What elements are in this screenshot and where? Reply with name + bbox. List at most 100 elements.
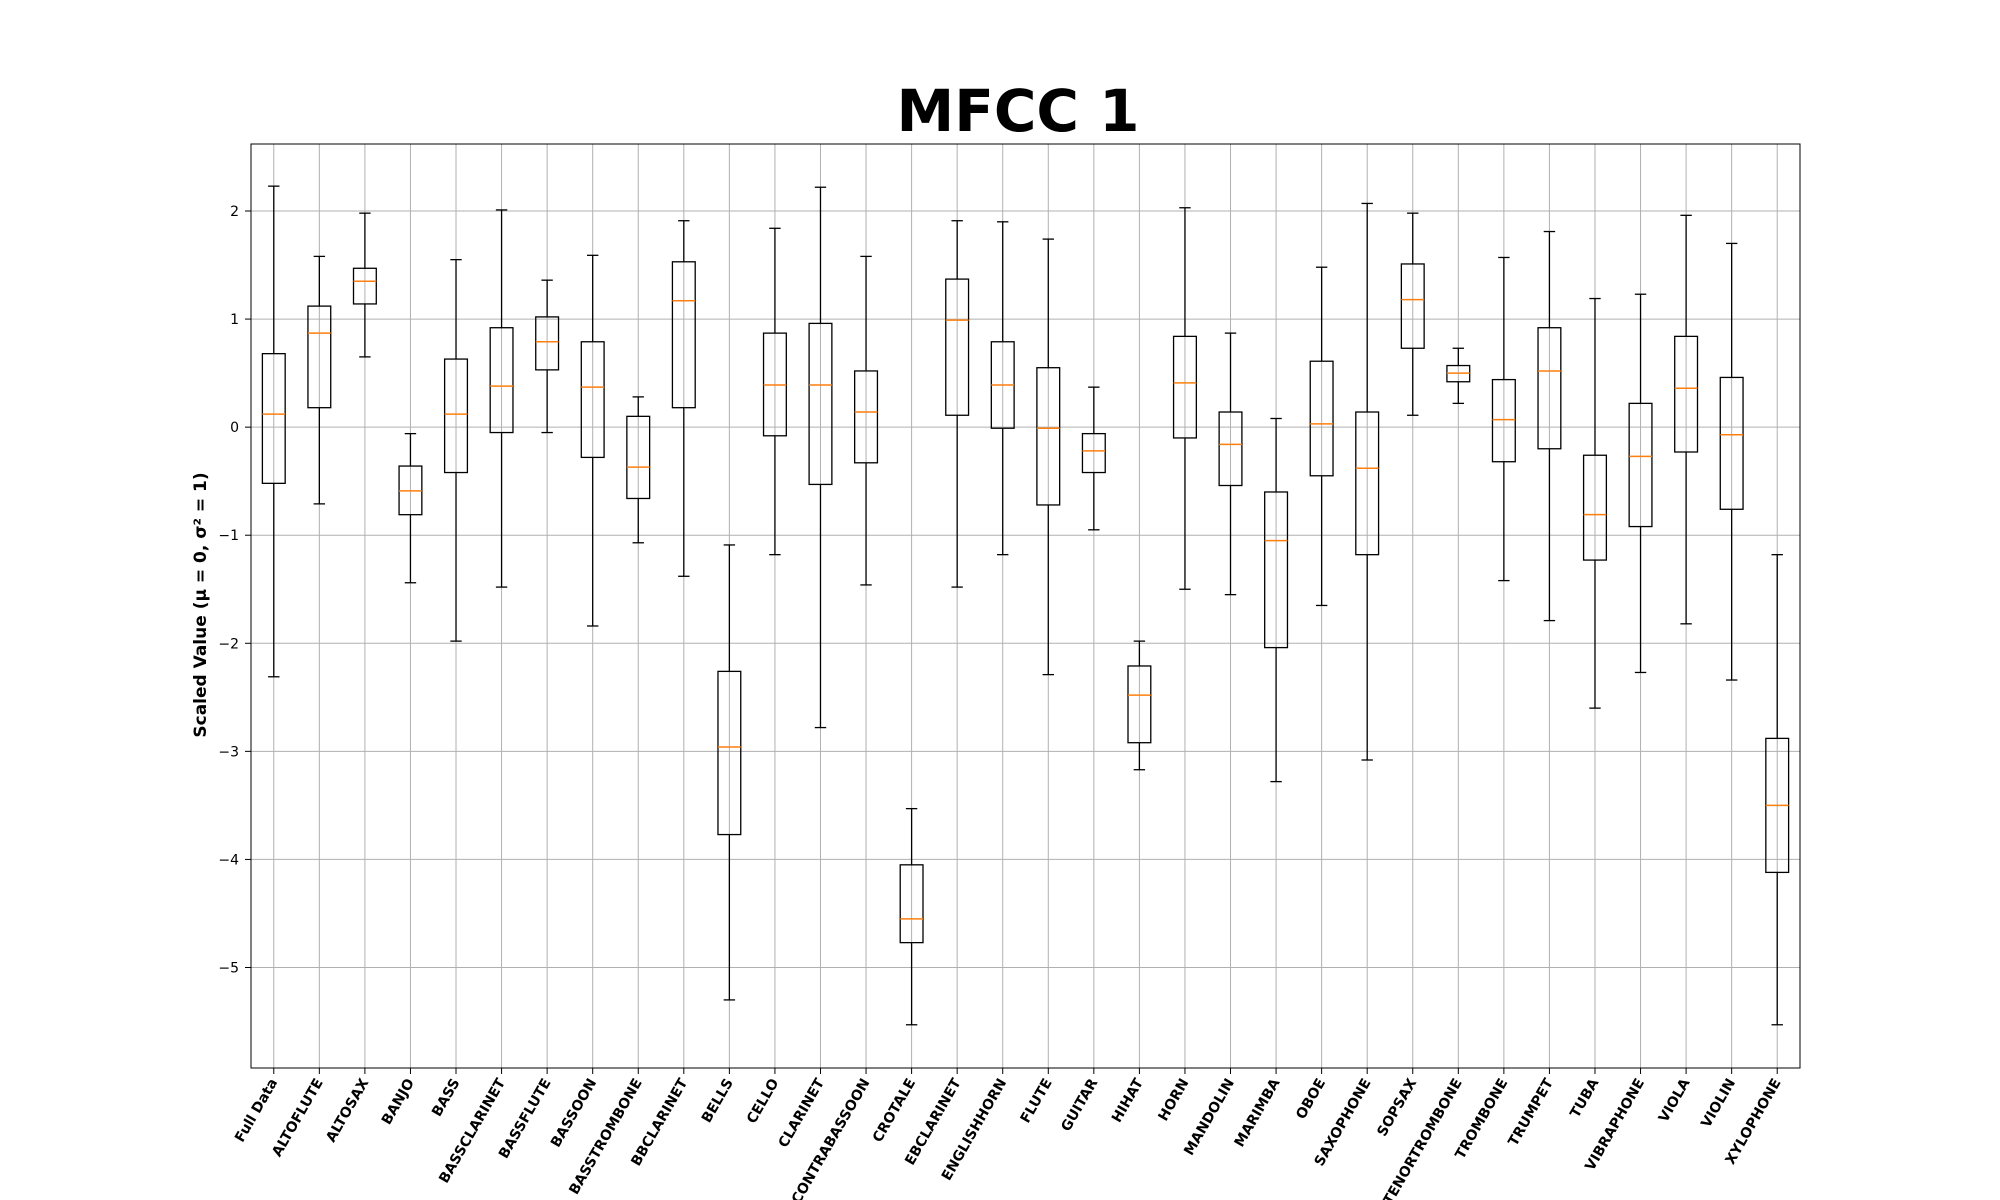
box-full-data [261,185,286,678]
y-tick-label: 0 [230,420,239,436]
x-tick-label: CONTRABASSOON [789,1076,874,1200]
iqr-box [1309,360,1334,477]
x-tick-label: VIOLIN [1698,1076,1739,1131]
x-tick-label: CLARINET [776,1076,829,1151]
x-tick-label: TENORTROMBONE [1380,1076,1465,1200]
box-englishhorn [990,221,1015,556]
iqr-box [443,358,469,474]
y-tick-label: 2 [230,204,239,220]
iqr-box [1719,376,1744,510]
iqr-box [1036,367,1061,506]
box-trombone [1491,256,1516,582]
iqr-box [352,267,377,305]
iqr-box [1127,665,1152,744]
x-tick-label: BASSOON [548,1076,600,1150]
box-mandolin [1218,332,1243,596]
box-bassclarinet [489,209,514,588]
box-contrabassoon [854,255,879,586]
iqr-box [717,670,742,836]
box-oboe [1309,266,1334,607]
iqr-box [1674,335,1699,453]
x-tick-label: BASS [429,1076,463,1120]
iqr-box [671,261,696,409]
box-marimba [1264,417,1289,783]
iqr-box [945,278,970,416]
box-flute [1036,238,1061,676]
y-tick-label: −5 [218,960,239,976]
box-clarinet [808,186,833,729]
iqr-box [808,322,833,486]
iqr-box [1491,378,1516,463]
iqr-box [1537,327,1562,450]
box-tuba [1582,297,1608,709]
box-saxophone [1355,202,1380,761]
x-tick-label: CELLO [744,1076,782,1127]
box-violin [1719,242,1744,681]
x-tick-label: OBOE [1293,1076,1329,1122]
iqr-box [307,305,332,409]
plot-area-frame [250,143,1801,1069]
iqr-box [1172,335,1197,439]
iqr-box [1355,411,1380,556]
x-tick-label: CROTALE [870,1076,919,1145]
box-altoflute [307,255,332,505]
box-sopsax [1400,212,1425,416]
box-viola [1674,214,1699,625]
iqr-box [1081,432,1106,474]
x-tick-label: FLUTE [1018,1076,1056,1126]
box-trumpet [1537,230,1562,622]
box-xylophone [1765,554,1790,1026]
iqr-box [1264,491,1289,649]
x-tick-label: GUITAR [1058,1076,1101,1135]
chart-title: MFCC 1 [896,77,1139,145]
box-bassoon [580,254,605,627]
y-tick-label: −3 [218,744,239,760]
box-cello [762,227,787,556]
gridlines [251,144,1800,1068]
iqr-box [1400,263,1425,349]
box-bbclarinet [671,220,696,577]
box-altosax [352,212,377,358]
y-axis-label: Scaled Value (μ = 0, σ² = 1) [191,472,211,737]
x-tick-label: BELLS [699,1076,737,1126]
box-tenortrombone [1446,347,1471,405]
box-crotale [899,807,924,1026]
iqr-box [261,353,286,484]
x-tick-label: SOPSAX [1374,1076,1420,1140]
x-tick-label: TRUMPET [1506,1076,1558,1149]
y-axis: −5 −4 −3 −2 −1 0 1 2 [218,204,251,976]
iqr-box [1628,402,1653,528]
box-guitar [1081,386,1106,531]
box-basstrombone [626,396,651,544]
y-tick-label: −2 [218,636,239,652]
y-tick-label: −1 [218,528,239,544]
x-tick-label: HORN [1156,1076,1193,1124]
box-ebclarinet [945,220,970,588]
x-tick-label: ALTOSAX [323,1076,372,1145]
x-tick-label: BANJO [379,1076,418,1128]
y-tick-label: −4 [218,852,239,868]
box-bells [717,544,742,1001]
iqr-box [1218,411,1243,487]
box-bass [443,258,469,642]
iqr-box [535,316,560,371]
iqr-box [899,864,924,944]
x-tick-label: VIOLA [1656,1076,1694,1125]
iqr-box [1582,454,1608,561]
iqr-box [489,327,514,434]
box-horn [1172,207,1197,590]
x-tick-label: HIHAT [1109,1076,1147,1126]
iqr-box [854,370,879,464]
iqr-box [580,341,605,459]
y-tick-label: 1 [230,312,239,328]
box-banjo [398,432,423,584]
box-series [261,185,1790,1026]
iqr-box [626,415,651,500]
x-tick-label: Full Data [232,1076,281,1145]
box-bassflute [535,279,560,434]
box-vibraphone [1628,293,1653,674]
x-tick-label: TUBA [1567,1076,1602,1121]
box-hihat [1127,640,1152,771]
